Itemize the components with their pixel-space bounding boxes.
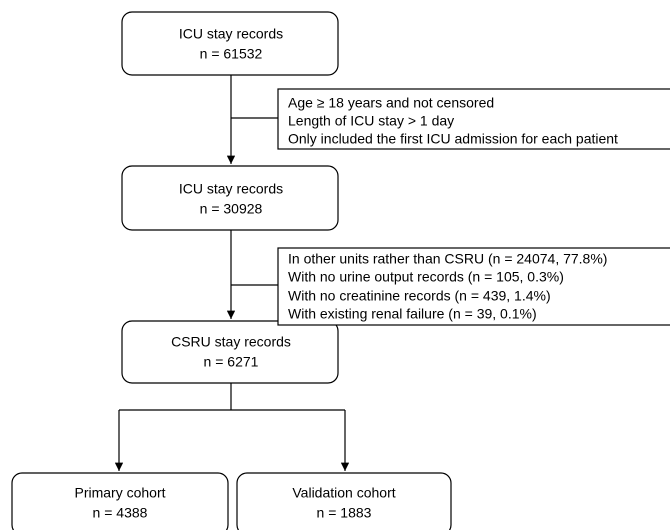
node-box (121, 165, 339, 231)
exclusion-line: Only included the first ICU admission fo… (288, 131, 618, 147)
node-label: Primary cohort (74, 485, 165, 501)
node-box (121, 320, 339, 384)
exclusion-box (277, 88, 670, 150)
node-box (11, 472, 229, 530)
node-label: ICU stay records (179, 26, 283, 42)
node-count: n = 6271 (204, 354, 259, 370)
node-label: ICU stay records (179, 181, 283, 197)
exclusion-line: In other units rather than CSRU (n = 240… (288, 251, 607, 267)
exclusion-box (277, 247, 670, 326)
exclusion-line: Length of ICU stay > 1 day (288, 113, 454, 129)
node-box (121, 11, 339, 76)
node-count: n = 1883 (317, 505, 372, 521)
exclusion-line: With existing renal failure (n = 39, 0.1… (288, 306, 537, 322)
node-count: n = 30928 (200, 201, 263, 217)
node-box (236, 472, 452, 530)
exclusion-line: Age ≥ 18 years and not censored (288, 95, 494, 111)
exclusion-line: With no creatinine records (n = 439, 1.4… (288, 288, 551, 304)
node-count: n = 61532 (200, 46, 263, 62)
node-label: CSRU stay records (171, 334, 291, 350)
exclusion-line: With no urine output records (n = 105, 0… (288, 269, 564, 285)
node-label: Validation cohort (292, 485, 395, 501)
node-count: n = 4388 (93, 505, 148, 521)
